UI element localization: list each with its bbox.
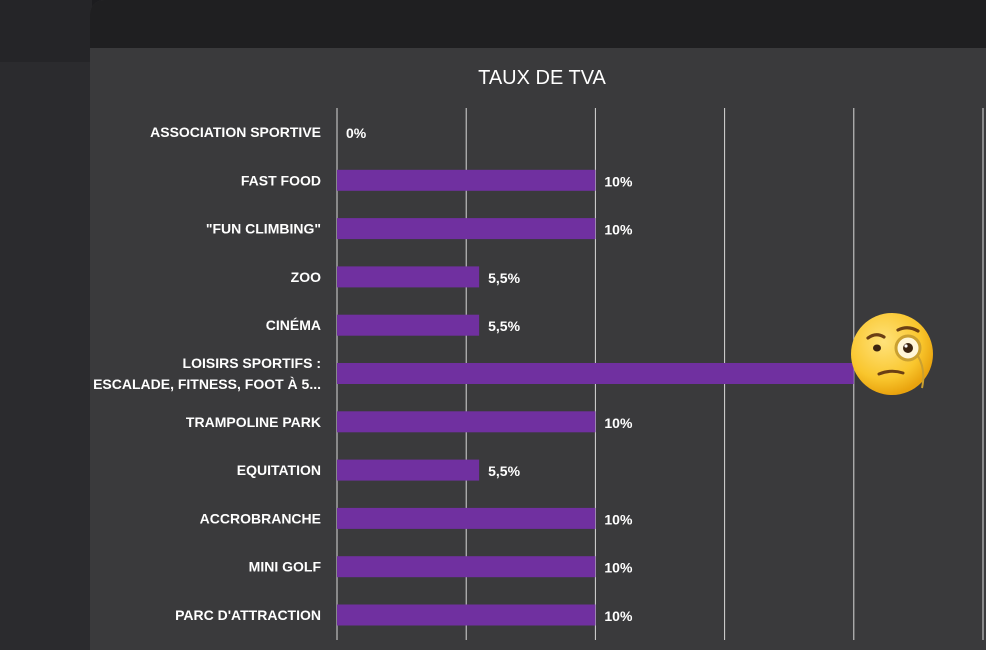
bar xyxy=(337,314,480,336)
category-label: MINI GOLF xyxy=(249,559,322,575)
bar xyxy=(337,169,596,191)
category-label: PARC D'ATTRACTION xyxy=(175,607,321,623)
bar xyxy=(337,411,596,433)
background-panel xyxy=(0,62,92,650)
bar xyxy=(337,266,480,288)
chart-area: ASSOCIATION SPORTIVE 0% FAST FOOD 10% "FUN C… xyxy=(90,48,986,650)
data-label: 10% xyxy=(604,173,633,189)
category-label: TRAMPOLINE PARK xyxy=(186,414,321,430)
chart-title: TAUX DE TVA xyxy=(478,67,606,89)
category-label: ASSOCIATION SPORTIVE xyxy=(150,124,321,140)
background-panel-top xyxy=(0,0,92,62)
bar xyxy=(337,604,596,626)
category-label: "FUN CLIMBING" xyxy=(206,221,321,237)
label-layer: ASSOCIATION SPORTIVE 0% FAST FOOD 10% "FUN C… xyxy=(93,124,891,624)
category-label: CINÉMA xyxy=(266,317,321,333)
category-label: ACCROBRANCHE xyxy=(200,510,321,526)
category-label: FAST FOOD xyxy=(241,172,321,188)
window-title-bar xyxy=(90,0,986,49)
data-label: 10% xyxy=(604,415,633,431)
bar xyxy=(337,507,596,529)
face-with-monocle-icon xyxy=(846,310,938,398)
bar xyxy=(337,363,854,384)
data-label: 0% xyxy=(346,125,367,141)
category-label: LOISIRS SPORTIFS : ESCALADE, FITNESS, FOO… xyxy=(93,355,321,392)
data-label: 5,5% xyxy=(488,318,520,334)
bar xyxy=(337,459,480,481)
category-label: ZOO xyxy=(291,269,321,285)
data-label: 10% xyxy=(604,608,633,624)
bar xyxy=(337,218,596,240)
data-label: 10% xyxy=(604,511,633,527)
bar xyxy=(337,556,596,578)
data-label: 10% xyxy=(604,560,633,576)
data-label: 10% xyxy=(604,222,633,238)
category-label: EQUITATION xyxy=(237,462,321,478)
data-label: 5,5% xyxy=(488,463,520,479)
presentation-window: ASSOCIATION SPORTIVE 0% FAST FOOD 10% "FUN C… xyxy=(90,0,986,650)
bar-layer xyxy=(337,169,854,626)
data-label: 5,5% xyxy=(488,270,520,286)
vat-rate-chart: ASSOCIATION SPORTIVE 0% FAST FOOD 10% "FUN C… xyxy=(93,67,984,640)
